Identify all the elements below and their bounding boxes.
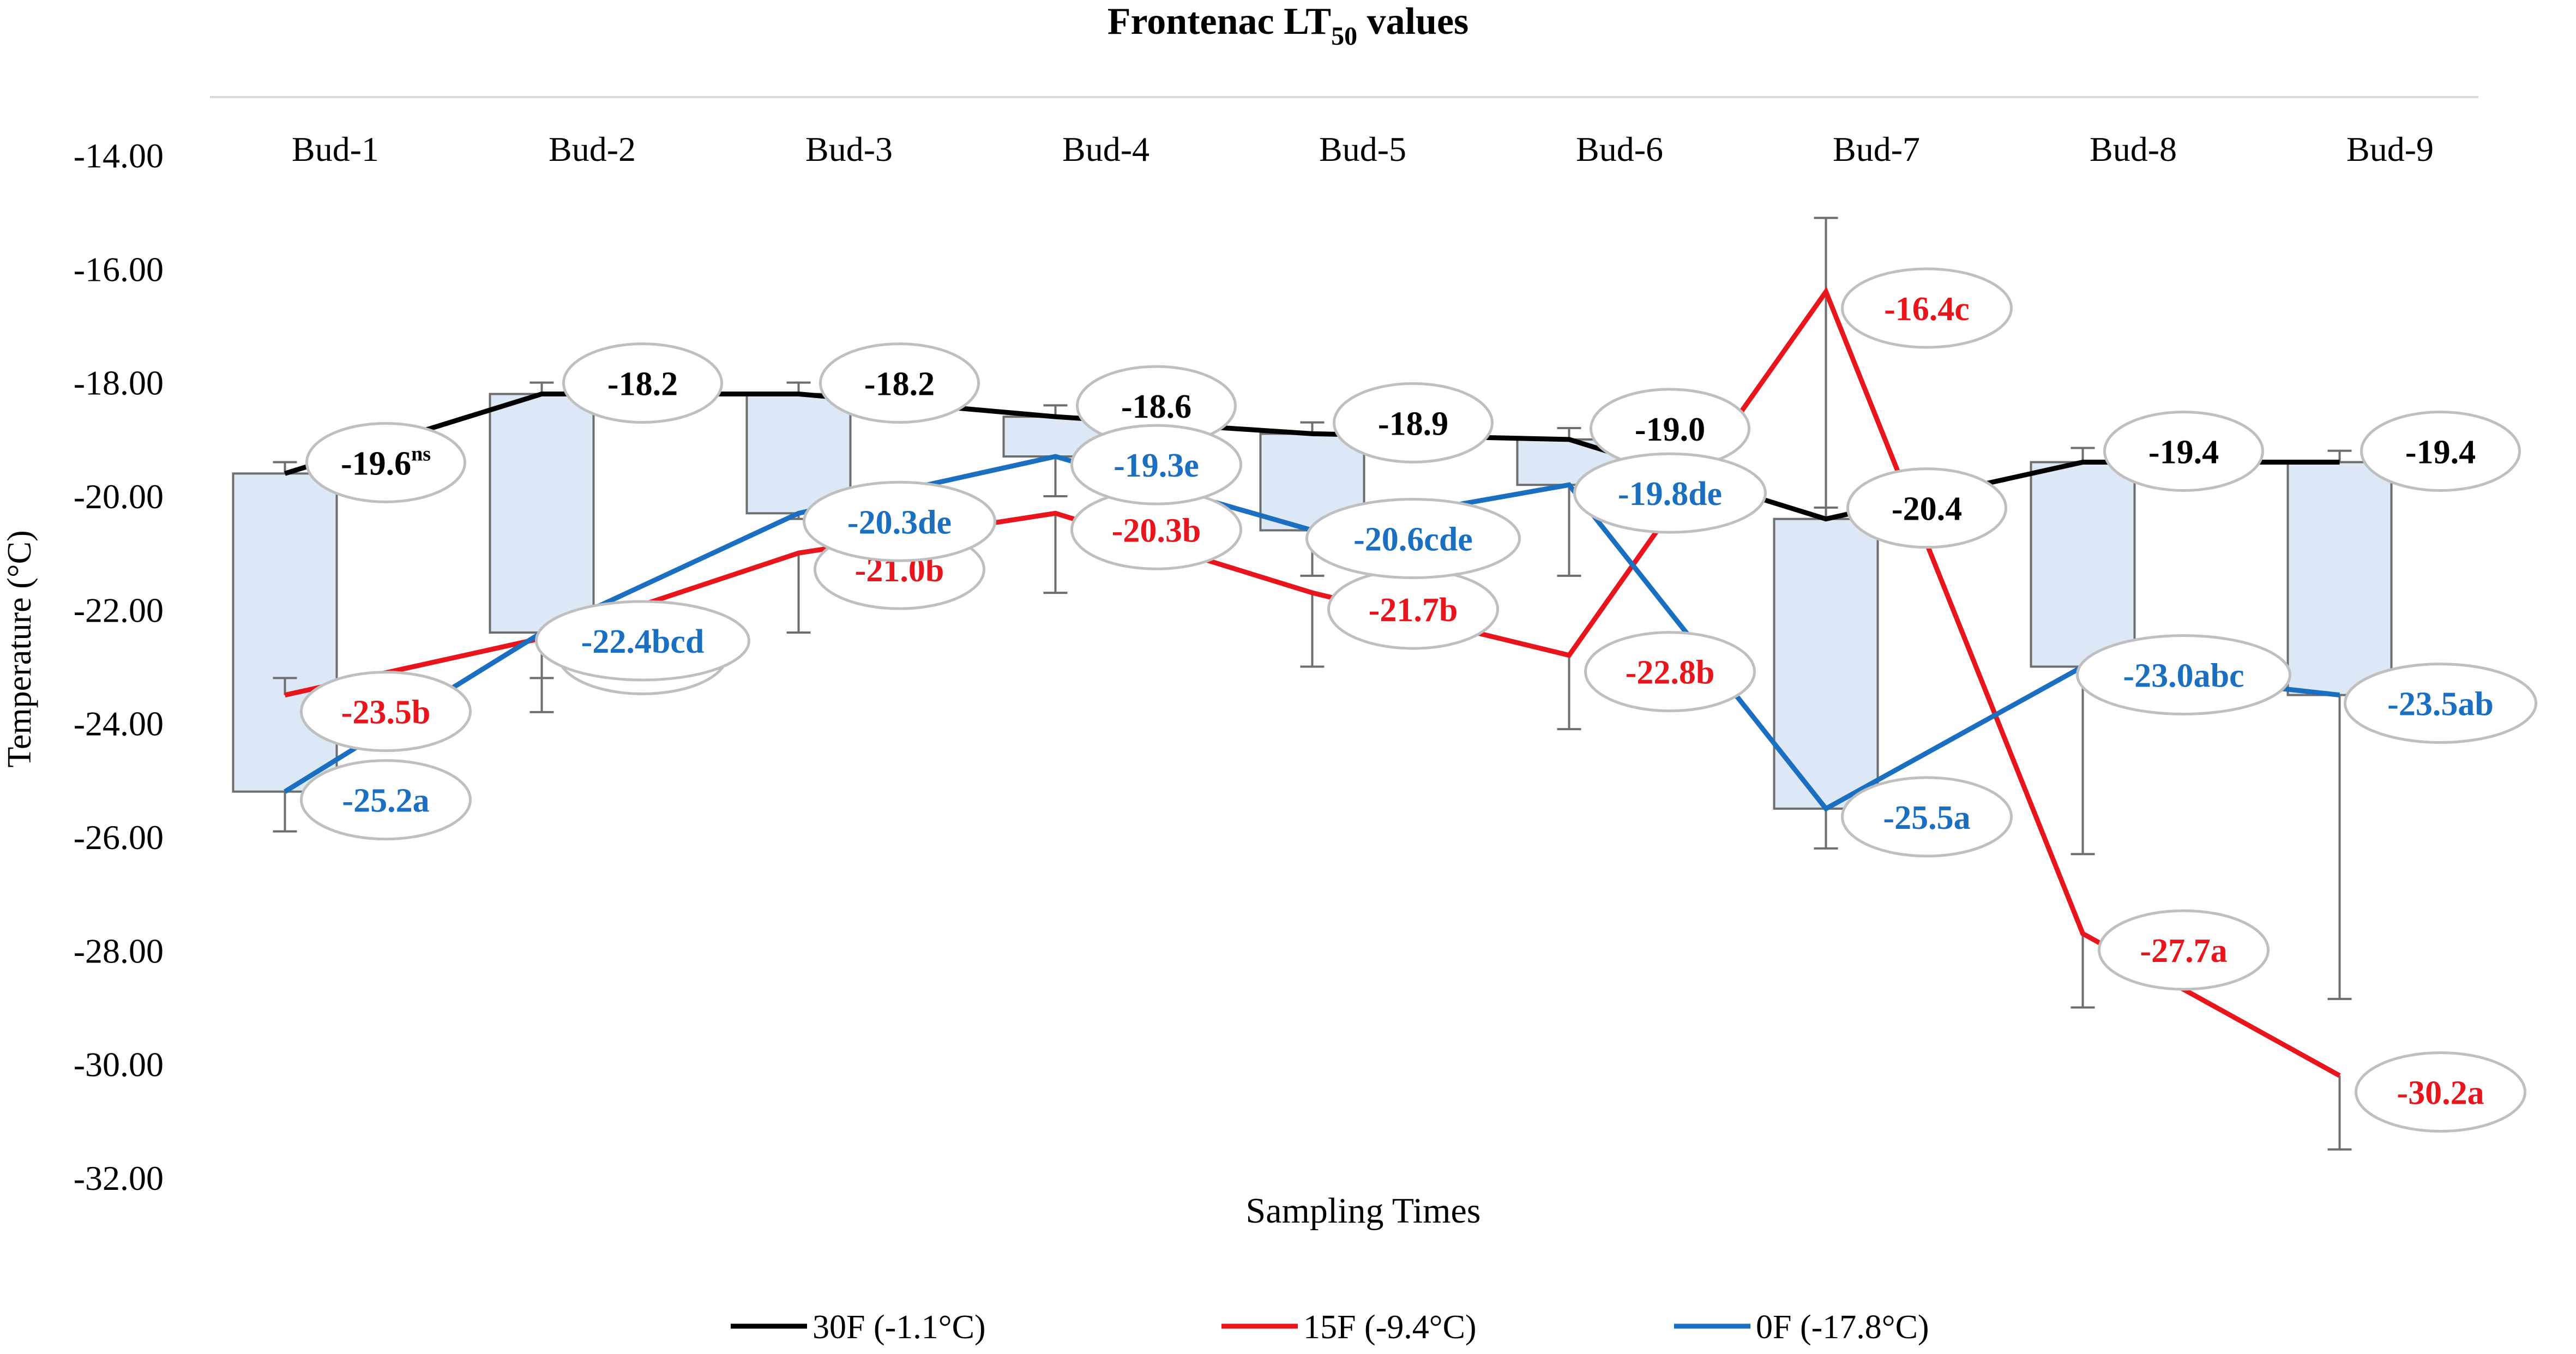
category-label: Bud-2 bbox=[549, 130, 636, 169]
data-label-bubble bbox=[562, 342, 723, 424]
category-label: Bud-1 bbox=[292, 130, 379, 169]
data-label-bubble bbox=[2344, 663, 2537, 744]
data-label: -20.3b bbox=[1112, 512, 1201, 549]
category-label: Bud-3 bbox=[805, 130, 893, 169]
range-box bbox=[232, 472, 338, 793]
y-tick-label: -14.00 bbox=[74, 136, 164, 175]
data-label: -27.7a bbox=[2140, 932, 2227, 970]
y-tick-label: -28.00 bbox=[74, 931, 164, 970]
data-label-bubble bbox=[305, 422, 466, 503]
y-tick-label: -32.00 bbox=[74, 1159, 164, 1197]
y-tick-label: -16.00 bbox=[74, 250, 164, 288]
y-tick-label: -24.00 bbox=[74, 705, 164, 743]
data-label: -19.0 bbox=[1635, 411, 1705, 448]
range-box bbox=[489, 393, 595, 634]
data-labels: -19.6ns-18.2 -18.2-18.6 -18.9 -19.0-20.4-19… bbox=[300, 267, 2537, 1133]
y-tick-label: -26.00 bbox=[74, 818, 164, 857]
data-label: -18.6 bbox=[1121, 388, 1191, 425]
y-tick-label: -30.00 bbox=[74, 1045, 164, 1084]
range-box bbox=[2286, 461, 2393, 696]
data-label: -23.5b bbox=[341, 694, 431, 731]
data-label-bubble bbox=[1846, 467, 2007, 549]
y-tick-label: -22.00 bbox=[74, 591, 164, 629]
data-label-bubble bbox=[803, 480, 996, 562]
data-label: -20.6cde bbox=[1353, 521, 1473, 558]
data-label: -23.5ab bbox=[2387, 686, 2494, 723]
data-label: -25.5a bbox=[1883, 799, 1970, 837]
data-label-bubble bbox=[1841, 776, 2013, 858]
data-label-bubble bbox=[2076, 634, 2291, 715]
data-label-bubble bbox=[535, 600, 750, 682]
data-label-bubble bbox=[2355, 1051, 2526, 1133]
chart-title: Frontenac LT50 values bbox=[1108, 1, 1469, 51]
data-label-bubble bbox=[1305, 498, 1521, 579]
data-label: -19.4 bbox=[2148, 434, 2219, 471]
x-axis-label: Sampling Times bbox=[1246, 1191, 1481, 1231]
category-label: Bud-5 bbox=[1319, 130, 1406, 169]
category-label: Bud-7 bbox=[1833, 130, 1920, 169]
range-box bbox=[1773, 517, 1879, 810]
data-label-bubble bbox=[300, 759, 472, 841]
category-label: Bud-6 bbox=[1576, 130, 1663, 169]
range-box bbox=[2030, 461, 2136, 668]
legend-label: 15F (-9.4°C) bbox=[1303, 1309, 1477, 1346]
category-label: Bud-9 bbox=[2346, 130, 2434, 169]
error-bars bbox=[273, 216, 2352, 1151]
legend: 30F (-1.1°C) 15F (-9.4°C) 0F (-17.8°C) bbox=[731, 1309, 1929, 1346]
y-axis-label: Temperature (°C) bbox=[1, 530, 38, 767]
data-label: -20.4 bbox=[1892, 491, 1962, 528]
data-label-bubble bbox=[1333, 382, 1494, 464]
data-label-bubble bbox=[2098, 909, 2270, 991]
data-label: -20.3de bbox=[847, 504, 952, 541]
data-label: -16.4c bbox=[1884, 291, 1970, 328]
y-tick-label: -20.00 bbox=[74, 477, 164, 516]
data-label-bubble bbox=[1841, 267, 2013, 349]
data-label-bubble bbox=[2360, 411, 2521, 492]
data-label-bubble bbox=[1584, 631, 1756, 713]
data-label-bubble bbox=[1573, 452, 1767, 534]
legend-label: 30F (-1.1°C) bbox=[812, 1309, 986, 1346]
legend-label: 0F (-17.8°C) bbox=[1756, 1309, 1929, 1346]
data-label: -25.2a bbox=[342, 783, 429, 820]
data-label: -18.2 bbox=[864, 366, 935, 403]
data-label: -30.2a bbox=[2397, 1075, 2484, 1112]
y-tick-label: -18.00 bbox=[74, 364, 164, 402]
data-label: -22.8b bbox=[1626, 654, 1715, 691]
x-axis-categories: Bud-1 Bud-2 Bud-3 Bud-4 Bud-5 Bud-6 Bud-7 Bud-8… bbox=[292, 130, 2434, 169]
data-label: -18.2 bbox=[607, 366, 678, 403]
data-label: -22.4bcd bbox=[581, 623, 705, 660]
data-label-bubble bbox=[1070, 424, 1242, 506]
data-label-bubble bbox=[819, 342, 980, 424]
data-label: -23.0abc bbox=[2123, 658, 2244, 695]
category-label: Bud-4 bbox=[1062, 130, 1149, 169]
data-label: -19.8de bbox=[1618, 476, 1722, 513]
category-label: Bud-8 bbox=[2090, 130, 2177, 169]
data-label: -19.4 bbox=[2405, 434, 2476, 471]
data-label: -21.7b bbox=[1369, 592, 1458, 629]
data-label-bubble bbox=[300, 671, 472, 753]
data-label-bubble bbox=[2103, 411, 2264, 492]
data-label: -18.9 bbox=[1378, 405, 1448, 442]
data-label: -19.3e bbox=[1114, 447, 1199, 484]
y-axis-ticks: -14.00 -16.00 -18.00 -20.00 -22.00 -24.00 -26.… bbox=[74, 136, 164, 1197]
